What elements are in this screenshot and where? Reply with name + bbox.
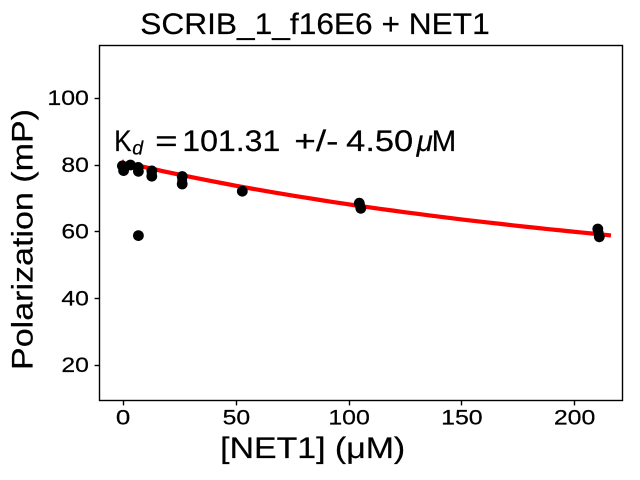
svg-text:[NET1] (μM): [NET1] (μM) xyxy=(220,432,405,465)
svg-text:M: M xyxy=(432,125,457,158)
svg-text:150: 150 xyxy=(441,406,483,429)
svg-text:101.31: 101.31 xyxy=(182,125,280,158)
svg-text:100: 100 xyxy=(47,87,89,110)
svg-text:20: 20 xyxy=(61,354,89,377)
svg-text:60: 60 xyxy=(61,221,89,244)
svg-text:μ: μ xyxy=(416,125,433,158)
svg-text:4.50: 4.50 xyxy=(346,125,413,158)
svg-text:Polarization (mP): Polarization (mP) xyxy=(7,109,40,370)
svg-text:+/-: +/- xyxy=(294,125,338,158)
svg-text:d: d xyxy=(132,138,144,160)
svg-text:50: 50 xyxy=(223,406,251,429)
svg-text:SCRIB_1_f16E6 + NET1: SCRIB_1_f16E6 + NET1 xyxy=(140,8,490,41)
svg-text:200: 200 xyxy=(554,406,596,429)
svg-text:=: = xyxy=(155,125,178,158)
svg-text:K: K xyxy=(114,125,132,158)
svg-text:80: 80 xyxy=(61,154,89,177)
svg-text:100: 100 xyxy=(328,406,370,429)
svg-text:40: 40 xyxy=(61,287,89,310)
svg-text:0: 0 xyxy=(116,406,130,429)
